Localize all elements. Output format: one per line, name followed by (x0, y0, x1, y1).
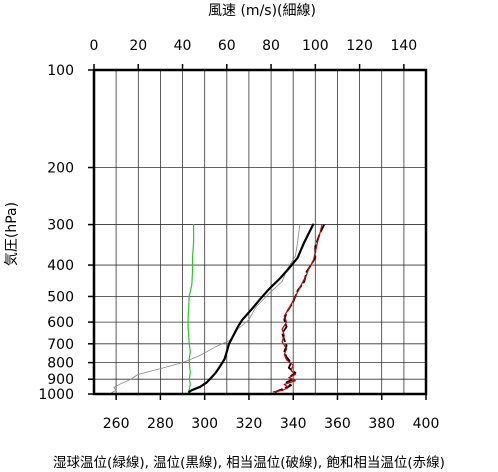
wind-tick-label: 40 (174, 38, 192, 54)
series-layer (111, 223, 326, 394)
x-axis-title: 湿球温位(緑線), 温位(黒線), 相当温位(破線), 飽和相当温位(赤線) (53, 455, 445, 471)
temperature-tick-label: 320 (236, 416, 263, 432)
pressure-tick-label: 200 (47, 161, 74, 177)
pressure-tick-label: 600 (47, 315, 74, 331)
plot-frame (92, 68, 428, 396)
pressure-tick-label: 400 (47, 258, 74, 274)
wind-tick-label: 100 (302, 38, 329, 54)
y-axis-title: 気圧(hPa) (4, 202, 20, 266)
pressure-tick-label: 500 (47, 289, 74, 305)
top-axis-title: 風速 (m/s)(細線) (208, 3, 316, 19)
pressure-tick-label: 800 (47, 356, 74, 372)
series-line-equivalent-potential-temperature (274, 223, 326, 393)
temperature-tick-label: 340 (280, 416, 307, 432)
wind-tick-label: 120 (346, 38, 373, 54)
series-line-wind-speed (111, 224, 301, 394)
tick-marks (88, 64, 427, 400)
pressure-tick-label: 100 (47, 63, 74, 79)
series-line-wet-bulb-potential-temperature (187, 224, 195, 393)
pressure-tick-label: 300 (47, 218, 74, 234)
series-line-potential-temperature (188, 223, 315, 393)
temperature-tick-label: 300 (191, 416, 218, 432)
grid (94, 70, 426, 394)
pressure-tick-label: 1000 (38, 387, 74, 403)
pressure-tick-label: 700 (47, 337, 74, 353)
wind-tick-label: 0 (90, 38, 99, 54)
temperature-tick-label: 280 (147, 416, 174, 432)
wind-tick-label: 60 (218, 38, 236, 54)
pressure-tick-label: 900 (47, 372, 74, 388)
series-line-saturated-equivalent-potential-temperature (272, 224, 323, 393)
temperature-tick-label: 260 (103, 416, 130, 432)
temperature-tick-label: 400 (413, 416, 440, 432)
wind-tick-label: 80 (262, 38, 280, 54)
wind-tick-label: 20 (129, 38, 147, 54)
wind-tick-label: 140 (390, 38, 417, 54)
temperature-tick-label: 360 (324, 416, 351, 432)
temperature-tick-label: 380 (368, 416, 395, 432)
tick-labels: 0 20 40 60 80 100 120 140 260 280 300 320 340 360 380 4… (38, 38, 439, 432)
